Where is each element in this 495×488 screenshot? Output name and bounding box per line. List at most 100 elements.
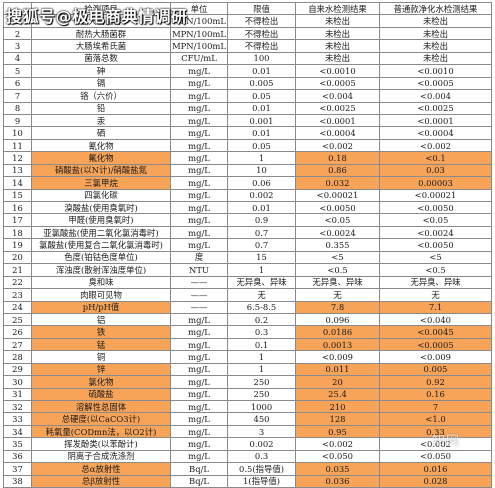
unit-cell: mg/L <box>170 325 228 339</box>
purified-water-result: <0.0005 <box>379 337 492 352</box>
purified-water-result: <0.0024 <box>379 225 492 240</box>
row-number: 26 <box>3 325 32 339</box>
row-number: 13 <box>3 163 32 178</box>
table-row: 3 大肠埃希氏菌 MPN/100mL 不得检出 未检出 未检出 <box>3 39 492 53</box>
purified-water-result: <0.0001 <box>379 113 492 128</box>
table-row: 33 总硬度(以CaCO3计) mg/L 450 128 <1.0 <box>3 412 492 426</box>
table-row: 38 总β放射性 Bq/L 1(指导值) 0.036 0.028 <box>3 474 492 488</box>
row-number: 27 <box>3 337 32 352</box>
row-number: 21 <box>3 263 32 277</box>
limit-value: 0.01 <box>227 200 296 215</box>
test-item: 浑浊度(散射浑浊度单位) <box>31 263 171 277</box>
tap-water-result: <0.0001 <box>295 113 380 128</box>
purified-water-result: <0.0050 <box>379 238 492 252</box>
table-row: 29 锌 mg/L 1 0.011 0.005 <box>3 362 492 377</box>
purified-water-result: 7 <box>379 399 492 414</box>
test-item: 三氯甲烷 <box>31 176 171 190</box>
table-row: 13 硝酸盐(以N计)/硝酸盐氮 mg/L 10 0.86 0.03 <box>3 163 492 178</box>
test-item: 铁 <box>31 325 171 339</box>
table-row: 2 耐热大肠菌群 MPN/100mL 不得检出 未检出 未检出 <box>3 26 492 41</box>
water-test-table: 检测项目 单位 限值 自来水检测结果 普通款净化水检测结果 1 总大肠菌群 MPN/… <box>3 1 492 488</box>
tap-water-result: <0.0004 <box>295 126 380 140</box>
tap-water-result: 未检出 <box>295 51 380 66</box>
limit-value: 0.05 <box>227 89 296 103</box>
row-number: 5 <box>3 64 32 78</box>
tap-water-result: 未检出 <box>295 26 380 41</box>
unit-cell: Bq/L <box>170 474 228 488</box>
unit-cell: MPN/100mL <box>170 39 228 53</box>
row-number: 10 <box>3 126 32 140</box>
limit-value: 无 <box>227 288 296 302</box>
purified-water-result: 未检出 <box>379 51 492 66</box>
purified-water-result: <0.0045 <box>379 325 492 339</box>
unit-cell: mg/L <box>170 213 228 227</box>
table-row: 12 氟化物 mg/L 1 0.18 <0.1 <box>3 151 492 165</box>
tap-water-result: <0.5 <box>295 263 380 277</box>
table-row: 5 砷 mg/L 0.01 <0.0010 <0.0010 <box>3 64 492 78</box>
table-row: 23 肉眼可见物 —— 无无无 <box>3 288 492 302</box>
purified-water-result: <0.0010 <box>379 64 492 78</box>
unit-cell: mg/L <box>170 412 228 426</box>
tap-water-result: 0.86 <box>295 163 380 178</box>
limit-value: 0.01 <box>227 64 296 78</box>
table-row: 10 硒 mg/L 0.01 <0.0004 <0.0004 <box>3 126 492 140</box>
unit-cell: MPN/100mL <box>170 14 228 28</box>
tap-water-result: 无异臭、异味 <box>295 275 380 290</box>
purified-water-result: <0.050 <box>379 449 492 464</box>
table-row: 19 氯酸盐(使用复合二氧化氯消毒时) mg/L 0.7 0.355 <0.0050 <box>3 238 492 252</box>
purified-water-result: 0.028 <box>379 474 492 488</box>
purified-water-result: <0.040 <box>379 312 492 327</box>
table-row: 30 氯化物 mg/L 250 20 0.92 <box>3 375 492 389</box>
test-item: 锌 <box>31 362 171 377</box>
header-limit: 限值 <box>227 1 296 16</box>
tap-water-result: <0.0010 <box>295 64 380 78</box>
test-item: 臭和味 <box>31 275 171 290</box>
purified-water-result: <0.5 <box>379 263 492 277</box>
row-number: 3 <box>3 39 32 53</box>
purified-water-result: <0.002 <box>379 437 492 451</box>
unit-cell: mg/L <box>170 126 228 140</box>
purified-water-result: 0.005 <box>379 362 492 377</box>
test-item: 总β放射性 <box>31 474 171 488</box>
limit-value: 0.002 <box>227 188 296 203</box>
purified-water-result: <0.05 <box>379 213 492 227</box>
limit-value: 0.002 <box>227 437 296 451</box>
table-row: 35 挥发酚类(以苯酚计) mg/L 0.002 <0.002 <0.002 <box>3 437 492 451</box>
header-purified-water-result: 普通款净化水检测结果 <box>379 1 492 16</box>
unit-cell: mg/L <box>170 337 228 352</box>
row-number: 34 <box>3 424 32 439</box>
row-number: 23 <box>3 288 32 302</box>
tap-water-result: <0.0024 <box>295 225 380 240</box>
test-item: 溶解性总固体 <box>31 399 171 414</box>
row-number: 25 <box>3 312 32 327</box>
limit-value: 1000 <box>227 399 296 414</box>
limit-value: 15 <box>227 250 296 265</box>
row-number: 12 <box>3 151 32 165</box>
row-number: 36 <box>3 449 32 464</box>
purified-water-result: 0.33 <box>379 424 492 439</box>
table-row: 22 臭和味 —— 无异臭、异味 无异臭、异味 无异臭、异味 <box>3 275 492 290</box>
row-number: 18 <box>3 225 32 240</box>
table-row: 8 铅 mg/L 0.01 <0.0025 <0.0025 <box>3 101 492 115</box>
table-row: 7 铬（六价） mg/L 0.05 <0.004 <0.004 <box>3 89 492 103</box>
test-item: 总大肠菌群 <box>31 14 171 28</box>
unit-cell: mg/L <box>170 312 228 327</box>
table-row: 32 溶解性总固体 mg/L 1000 210 7 <box>3 399 492 414</box>
test-item: 耗氧量(CODmn法，以O2计) <box>31 424 171 439</box>
unit-cell: mg/L <box>170 89 228 103</box>
limit-value: 1(指导值) <box>227 474 296 488</box>
row-number: 30 <box>3 375 32 389</box>
limit-value: 3 <box>227 424 296 439</box>
test-item: 铜 <box>31 350 171 364</box>
row-number: 4 <box>3 51 32 66</box>
unit-cell: mg/L <box>170 437 228 451</box>
limit-value: 无异臭、异味 <box>227 275 296 290</box>
row-number: 16 <box>3 200 32 215</box>
purified-water-result: <0.0004 <box>379 126 492 140</box>
unit-cell: mg/L <box>170 238 228 252</box>
table-row: 17 甲醛(使用臭氧时) mg/L 0.9 <0.05 <0.05 <box>3 213 492 227</box>
test-item: 大肠埃希氏菌 <box>31 39 171 53</box>
test-item: 氯化物 <box>31 375 171 389</box>
header-unit: 单位 <box>170 1 228 16</box>
test-item: 砷 <box>31 64 171 78</box>
